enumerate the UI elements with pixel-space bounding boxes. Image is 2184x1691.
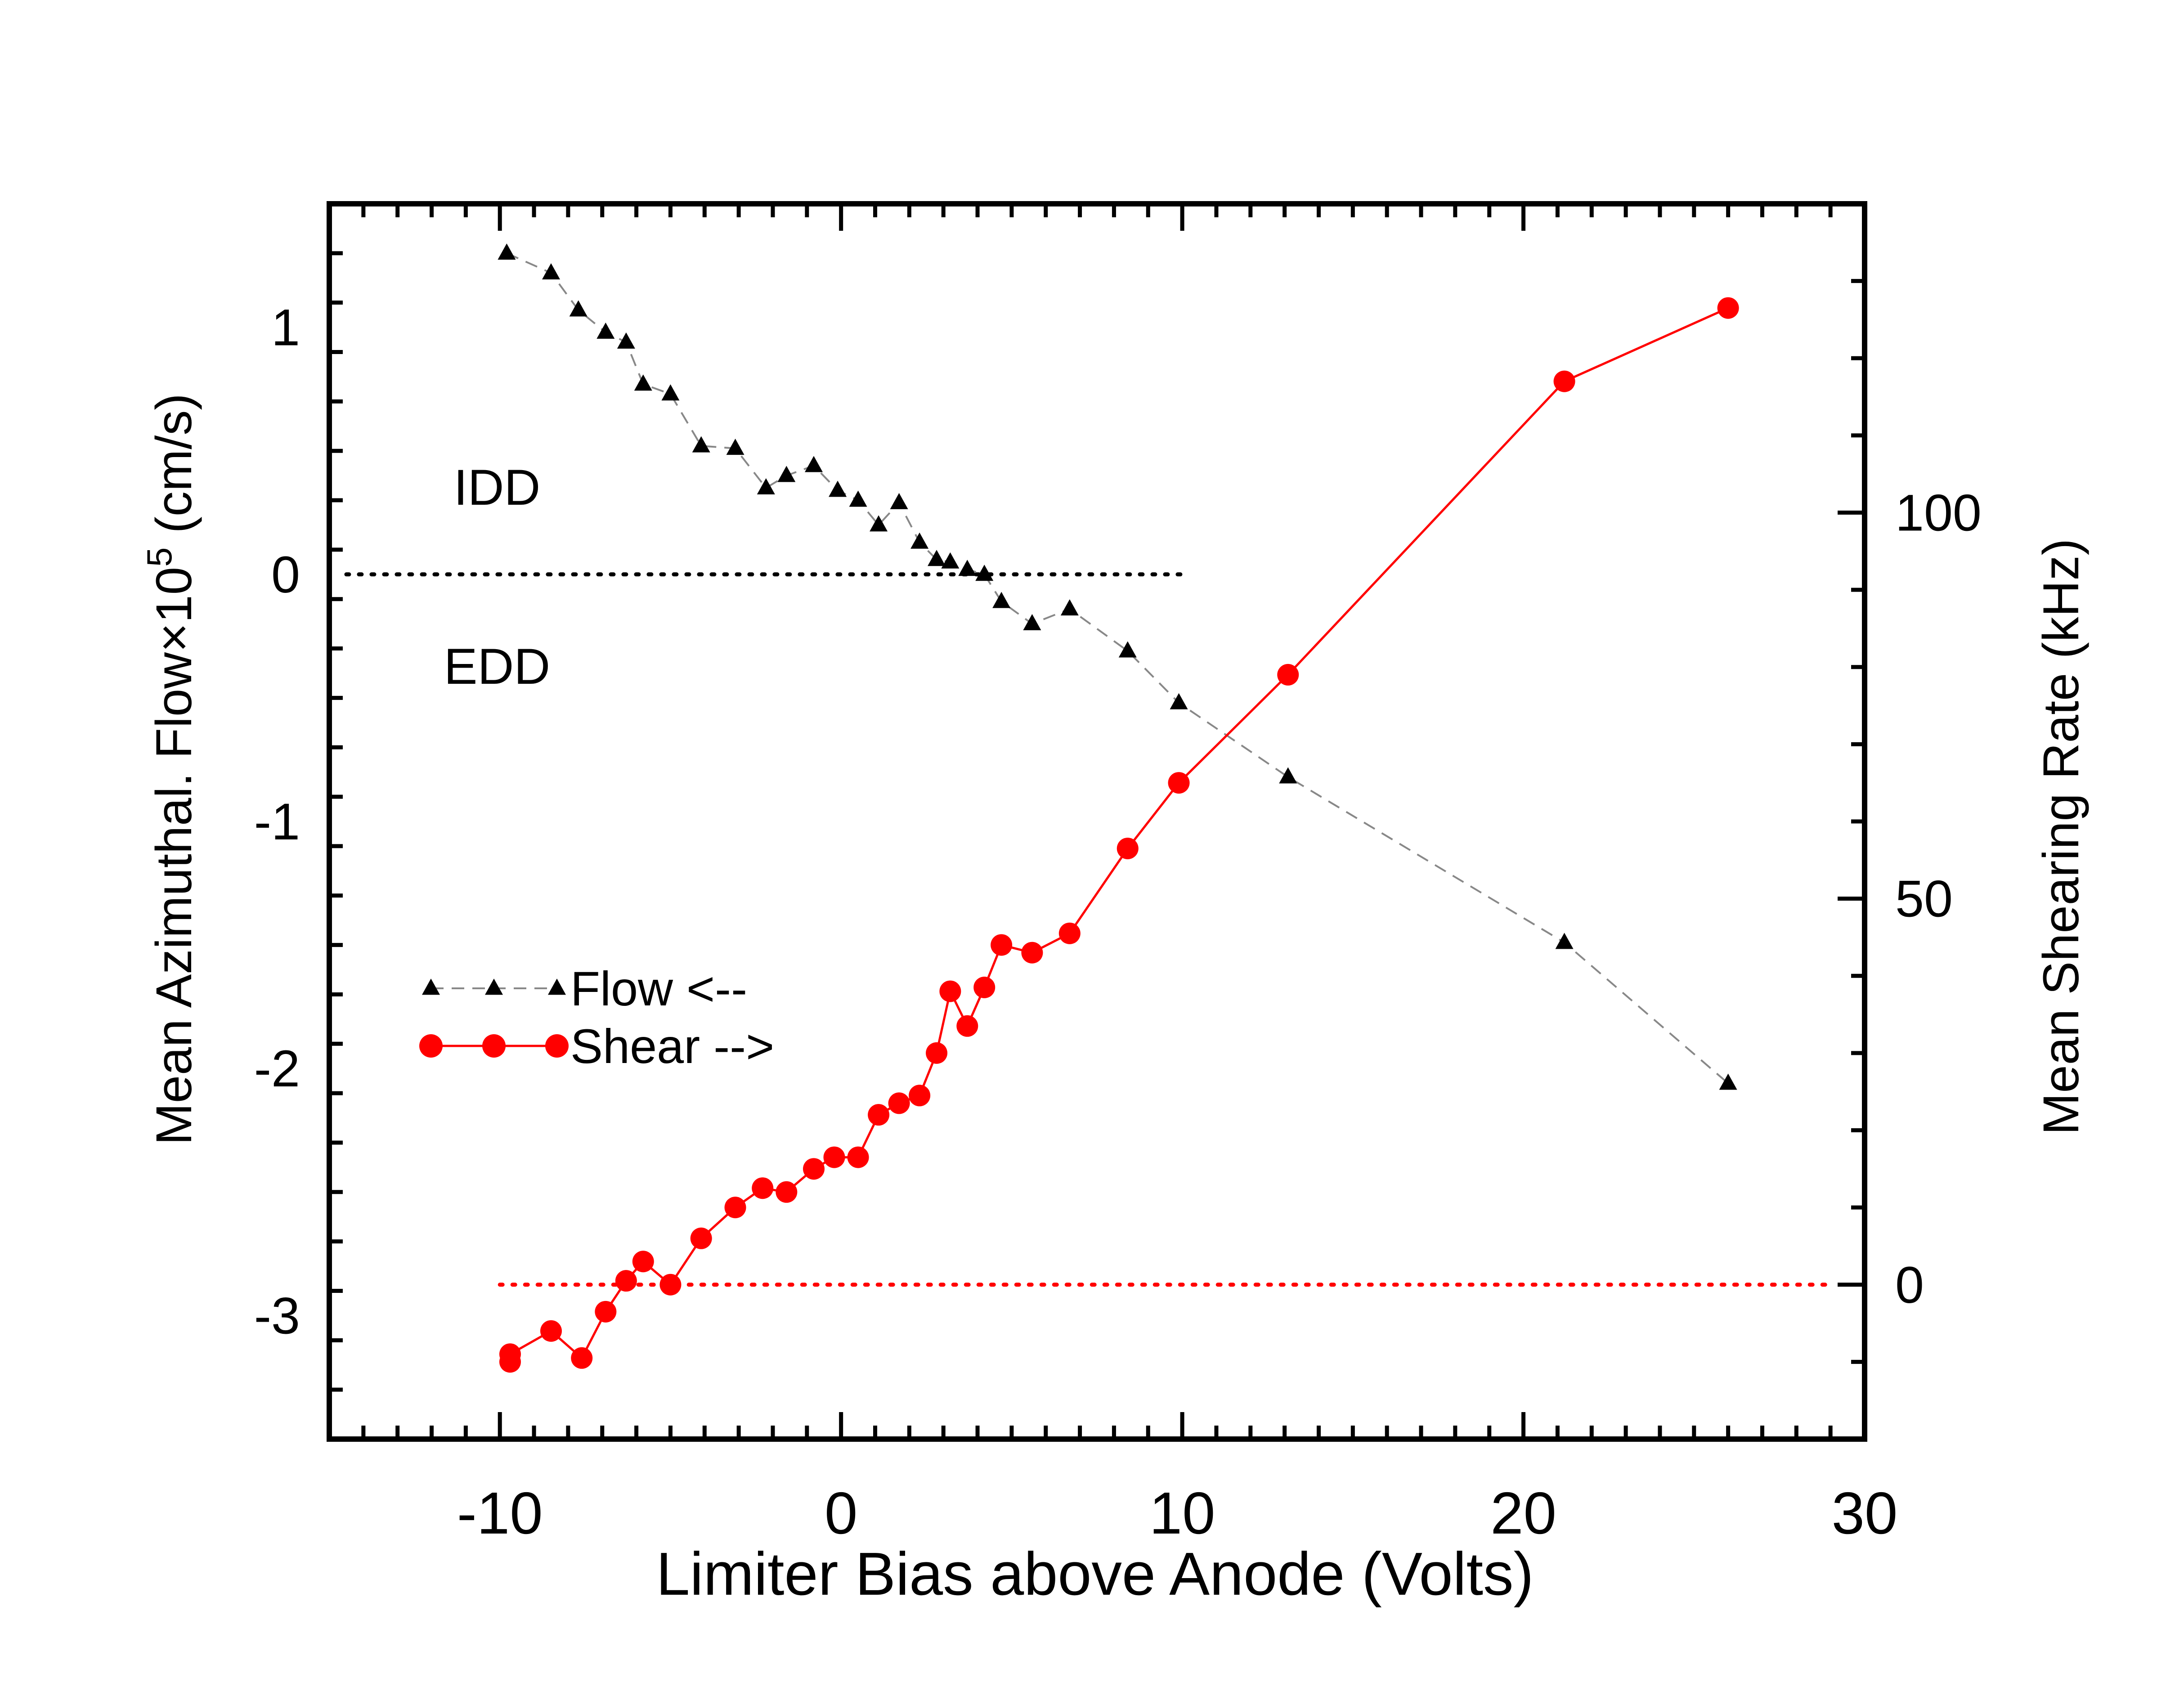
flow-data-point [726, 439, 744, 455]
shear-data-point [973, 976, 996, 998]
x-tick-label: -10 [457, 1480, 543, 1546]
y-axis-left-title: Mean Azimuthal. Flow×105 (cm/s) [139, 393, 202, 1145]
shear-data-point [956, 1015, 978, 1037]
flow-data-point [870, 515, 888, 532]
shear-data-point [847, 1146, 869, 1168]
flow-data-point [890, 493, 908, 509]
flow-data-point [829, 480, 847, 497]
reference-lines [344, 572, 1833, 1287]
shear-data-point [615, 1270, 637, 1292]
y-left-tick-label: -2 [254, 1040, 300, 1098]
legend-shear-marker [545, 1034, 569, 1058]
shear-data-point [909, 1085, 931, 1107]
region-label-idd: IDD [454, 459, 541, 516]
shear-data-point [659, 1274, 682, 1296]
flow-data-point [1170, 693, 1188, 709]
y-axis-left-title-suffix: (cm/s) [146, 393, 202, 547]
flow-data-point [777, 466, 796, 482]
legend-flow-marker [422, 978, 440, 995]
flow-data-point [1719, 1073, 1737, 1090]
y-axis-left-title-exponent: 5 [139, 547, 179, 567]
x-tick-label: 20 [1490, 1480, 1556, 1546]
flow-data-point [941, 552, 960, 569]
x-axis-title: Limiter Bias above Anode (Volts) [656, 1540, 1534, 1608]
shear-data-point [690, 1227, 712, 1249]
shear-data-point [1058, 922, 1081, 944]
shear-data-point [939, 980, 961, 1002]
region-label-edd: EDD [444, 638, 550, 695]
shear-data-point [1553, 370, 1575, 392]
flow-series-line [506, 252, 1729, 1084]
legend-shear-label: Shear --> [570, 1019, 774, 1073]
shear-series [499, 297, 1739, 1373]
shear-data-point [776, 1181, 798, 1203]
flow-data-point [569, 300, 587, 317]
flow-data-point [617, 332, 635, 349]
flow-data-point [849, 490, 867, 507]
legend-flow-marker [485, 978, 503, 995]
y-right-tick-label: 50 [1895, 870, 1953, 928]
y-right-tick-label: 100 [1895, 484, 1982, 542]
shear-data-point [724, 1197, 746, 1219]
legend-shear-marker [482, 1034, 506, 1058]
shear-data-point [1021, 942, 1043, 964]
flow-data-point [692, 436, 710, 453]
y-axis-right-title: Mean Shearing Rate (kHz) [2033, 538, 2089, 1135]
flow-data-point [975, 565, 994, 581]
flow-data-point [542, 263, 560, 280]
shear-data-point [888, 1092, 910, 1114]
shear-data-point [823, 1146, 845, 1168]
flow-data-point [804, 456, 823, 472]
flow-data-point [1279, 767, 1297, 784]
x-tick-label: 0 [825, 1480, 857, 1546]
shear-data-point [1717, 297, 1739, 319]
y-axis-left-title-prefix: Mean Azimuthal. Flow×10 [146, 567, 202, 1145]
shear-data-point [1117, 838, 1139, 860]
flow-data-point [1555, 933, 1574, 949]
flow-data-point [634, 374, 652, 391]
y-left-tick-label: 1 [271, 299, 300, 357]
shear-data-point [1277, 664, 1299, 686]
flow-data-point [596, 322, 615, 339]
flow-data-point [661, 384, 680, 401]
shear-data-point [632, 1251, 654, 1273]
shear-data-point [803, 1158, 825, 1180]
flow-data-point [910, 532, 929, 549]
legend-shear-marker [419, 1034, 443, 1058]
y-left-tick-label: 0 [271, 546, 300, 604]
shear-data-point [868, 1104, 890, 1126]
x-tick-label: 10 [1149, 1480, 1215, 1546]
shear-data-point [752, 1177, 774, 1199]
flow-series [498, 243, 1737, 1090]
y-left-tick-label: -3 [254, 1287, 300, 1345]
shear-data-point [540, 1320, 562, 1342]
flow-data-point [1118, 641, 1137, 658]
shear-data-point [595, 1301, 617, 1323]
shear-data-point [1168, 772, 1190, 794]
x-tick-label: 30 [1832, 1480, 1898, 1546]
legend-flow-label: Flow <-- [570, 961, 747, 1016]
shear-data-point [926, 1042, 948, 1064]
flow-data-point [498, 243, 516, 260]
flow-data-point [928, 550, 946, 566]
axis-ticks [327, 202, 1867, 1441]
flow-data-point [1060, 599, 1079, 616]
flow-data-point [757, 478, 775, 494]
shear-data-point [571, 1347, 593, 1369]
flow-data-point [958, 560, 977, 576]
y-right-tick-label: 0 [1895, 1256, 1924, 1314]
flow-data-point [1023, 614, 1041, 631]
legend: Flow <--Shear --> [419, 961, 774, 1073]
legend-flow-marker [548, 978, 566, 995]
shear-data-point [499, 1343, 521, 1365]
flow-data-point [992, 592, 1011, 608]
shear-data-point [991, 934, 1013, 956]
y-left-tick-label: -1 [254, 793, 300, 851]
